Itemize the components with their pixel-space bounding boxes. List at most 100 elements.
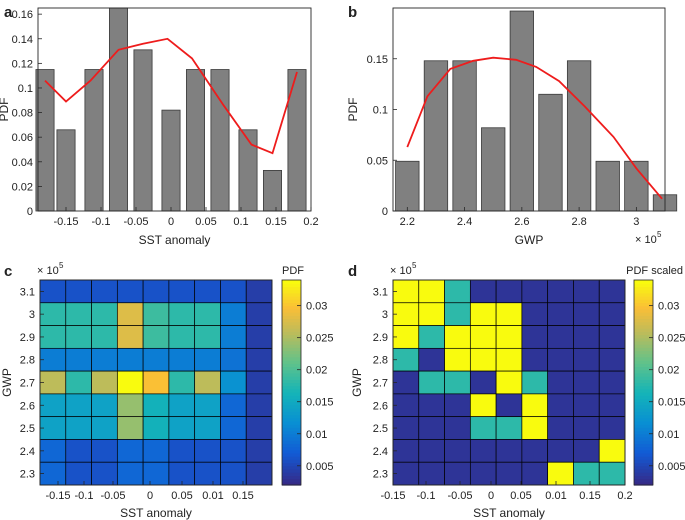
heatmap-cell (245, 370, 273, 395)
colorbar-segment (282, 408, 301, 412)
heatmap-cell (469, 325, 497, 349)
heatmap-cell (495, 416, 523, 440)
colorbar-segment (282, 324, 301, 329)
colorbar-segment (634, 337, 653, 342)
heatmap-cell (598, 302, 626, 326)
x-tick-label: 0 (168, 216, 174, 228)
heatmap-cell (444, 439, 471, 463)
heatmap-cell (418, 461, 445, 486)
heatmap-cell (116, 370, 144, 395)
colorbar-segment (634, 289, 653, 294)
heatmap-cell (521, 439, 549, 463)
heatmap-cell (598, 279, 626, 304)
colorbar-segment (634, 353, 653, 358)
colorbar-segment (282, 404, 301, 409)
heatmap-cell (469, 279, 497, 304)
heatmap-cell (65, 439, 92, 463)
y-tick-label: 2.9 (20, 332, 35, 344)
y-tick-label: 0.06 (12, 132, 33, 144)
colorbar-segment (634, 369, 653, 374)
x-tick-label: -0.15 (380, 490, 405, 502)
colorbar-segment (634, 468, 653, 473)
heatmap-cell (521, 461, 549, 486)
colorbar-title: PDF (282, 265, 304, 277)
heatmap-cell (469, 347, 497, 372)
y-tick-label: 3 (382, 309, 388, 321)
colorbar-segment (282, 385, 301, 390)
colorbar-tick-label: 0.005 (306, 461, 334, 473)
heatmap-cell (65, 370, 92, 395)
colorbar-segment (282, 286, 301, 291)
heatmap-cell (168, 325, 196, 349)
y-tick-label: 0.04 (12, 157, 33, 169)
colorbar-tick-label: 0.02 (658, 365, 679, 377)
x-tick-label: 2.6 (514, 216, 529, 228)
colorbar-segment (282, 299, 301, 304)
heatmap-cell (598, 325, 626, 349)
heatmap-cell (598, 461, 626, 486)
y-tick-label: 0.05 (367, 155, 388, 167)
heatmap-cell (142, 347, 170, 372)
heatmap-cell (495, 279, 523, 304)
colorbar-segment (282, 456, 301, 460)
heatmap-cell (469, 370, 497, 395)
colorbar-segment (634, 340, 653, 345)
panel-label-b: b (348, 4, 357, 21)
colorbar-segment (282, 478, 301, 483)
x-axis-label: SST anomaly (473, 506, 545, 520)
colorbar-segment (634, 478, 653, 483)
heatmap-cell (547, 416, 574, 440)
colorbar-segment (634, 408, 653, 412)
bar (133, 49, 153, 212)
colorbar-segment (282, 328, 301, 332)
colorbar-segment (634, 376, 653, 380)
colorbar-segment (634, 472, 653, 476)
heatmap-cell (573, 370, 600, 395)
y-tick-label: 3.1 (20, 286, 35, 298)
bar (109, 7, 129, 212)
y-tick-label: 0.12 (12, 58, 33, 70)
x-tick-label: 0 (147, 490, 153, 502)
heatmap-cell (573, 416, 600, 440)
heatmap-cell (245, 279, 273, 304)
bar (161, 109, 181, 212)
heatmap-cell (418, 370, 445, 395)
colorbar-segment (282, 430, 301, 435)
colorbar-segment (634, 372, 653, 377)
heatmap-cell (220, 302, 247, 326)
heatmap-cell (495, 347, 523, 372)
heatmap-cell (418, 393, 445, 418)
heatmap-cell (444, 416, 471, 440)
heatmap-cell (194, 347, 221, 372)
y-tick-label: 0.02 (12, 181, 33, 193)
x-tick-label: 2.2 (400, 216, 415, 228)
bar (56, 129, 76, 212)
y-tick-label: 2.5 (20, 423, 35, 435)
colorbar-segment (282, 459, 301, 464)
x-tick-label: 0.01 (202, 490, 223, 502)
colorbar-segment (634, 440, 653, 444)
colorbar-segment (282, 318, 301, 323)
colorbar-segment (282, 420, 301, 425)
colorbar-tick-label: 0.03 (306, 301, 327, 313)
heatmap-cell (194, 302, 221, 326)
colorbar-segment (634, 414, 653, 419)
colorbar-segment (634, 328, 653, 332)
colorbar-segment (634, 436, 653, 441)
colorbar-segment (634, 398, 653, 403)
heatmap-cell (116, 347, 144, 372)
colorbar-tick-label: 0.03 (658, 301, 679, 313)
colorbar-segment (282, 289, 301, 294)
y-tick-label: 2.7 (20, 378, 35, 390)
colorbar-segment (634, 344, 653, 348)
x-axis-label: SST anomaly (139, 233, 211, 247)
colorbar-segment (634, 430, 653, 435)
colorbar-segment (634, 481, 653, 486)
bar (538, 93, 563, 212)
colorbar-segment (282, 296, 301, 300)
heatmap-cell (547, 439, 574, 463)
colorbar-segment (634, 459, 653, 464)
colorbar-segment (282, 436, 301, 441)
heatmap-cell (65, 416, 92, 440)
colorbar-segment (634, 308, 653, 313)
